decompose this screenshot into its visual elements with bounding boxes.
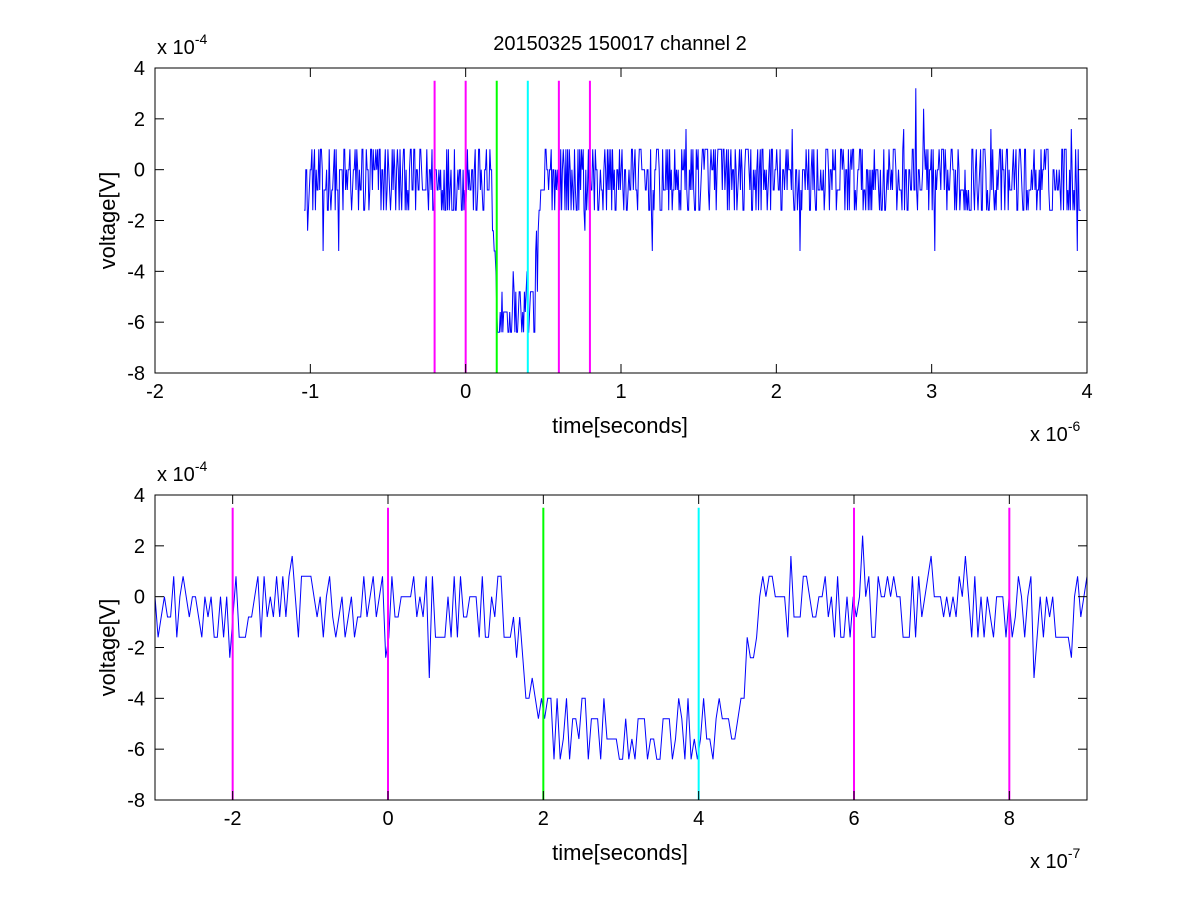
x-tick-label: 8: [1004, 808, 1015, 830]
x-tick-label: 4: [693, 808, 704, 830]
x-tick-label: 3: [926, 381, 937, 403]
y-tick-label: 2: [134, 536, 145, 558]
x-axis-label: time[seconds]: [552, 840, 688, 865]
y-tick-label: -6: [127, 312, 145, 334]
figure-title: 20150325 150017 channel 2: [493, 33, 747, 55]
y-tick-label: 4: [134, 485, 145, 507]
y-tick-label: -8: [127, 363, 145, 385]
y-axis-label: voltage[V]: [95, 599, 120, 697]
y-tick-label: 4: [134, 58, 145, 80]
x-tick-label: -1: [301, 381, 319, 403]
x-tick-label: -2: [224, 808, 242, 830]
y-tick-label: -2: [127, 638, 145, 660]
x-tick-label: -2: [146, 381, 164, 403]
x-tick-label: 4: [1081, 381, 1092, 403]
trace-line: [304, 88, 1081, 333]
y-tick-label: 0: [134, 587, 145, 609]
y-exponent-power: -4: [195, 31, 208, 47]
x-exponent-power: -6: [1068, 418, 1081, 434]
y-tick-label: 0: [134, 160, 145, 182]
y-tick-label: -2: [127, 211, 145, 233]
x-tick-label: 6: [848, 808, 859, 830]
y-tick-label: -8: [127, 790, 145, 812]
y-tick-label: 2: [134, 109, 145, 131]
y-axis-label: voltage[V]: [95, 172, 120, 270]
y-tick-label: -4: [127, 261, 145, 283]
x-tick-label: 0: [382, 808, 393, 830]
x-tick-label: 2: [771, 381, 782, 403]
x-axis-label: time[seconds]: [552, 413, 688, 438]
x-tick-label: 2: [538, 808, 549, 830]
x-exponent-power: -7: [1068, 845, 1081, 861]
y-tick-label: -6: [127, 739, 145, 761]
overview-plot: -2 -1 0 1 2 3 4 -8 -6 -4 -2 0 2 4 time[seconds] voltage…: [95, 31, 1093, 446]
trace-line: [154, 535, 1088, 760]
x-tick-label: 1: [615, 381, 626, 403]
y-exponent-power: -4: [195, 458, 208, 474]
y-tick-label: -4: [127, 688, 145, 710]
x-tick-label: 0: [460, 381, 471, 403]
